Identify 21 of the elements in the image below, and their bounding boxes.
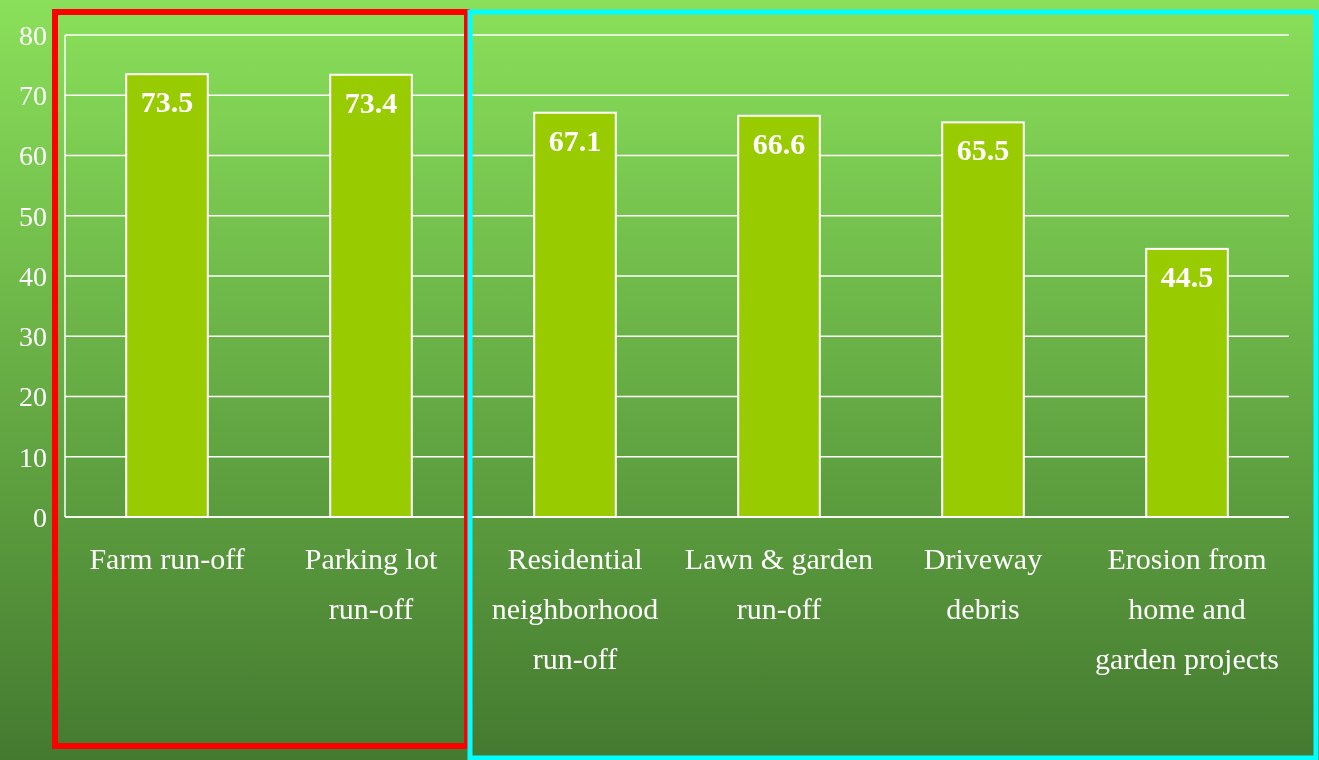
data-label: 73.4 (344, 85, 398, 119)
x-tick-label: Driveway debris (923, 542, 1043, 625)
y-tick-label: 60 (19, 140, 47, 172)
data-label: 67.1 (548, 123, 602, 157)
x-tick-label: Parking lot run-off (304, 542, 438, 625)
y-tick-label: 20 (19, 381, 47, 413)
data-label: 66.6 (752, 126, 806, 160)
y-tick-label: 80 (19, 19, 47, 51)
x-tick-label: Lawn & garden run-off (684, 542, 874, 625)
data-label: 44.5 (1160, 259, 1214, 293)
y-tick-label: 40 (19, 260, 47, 292)
x-tick-label: Farm run-off (89, 542, 245, 575)
y-tick-label: 50 (19, 200, 47, 232)
y-tick-label: 30 (19, 321, 47, 353)
y-tick-label: 0 (33, 501, 47, 533)
x-tick-label: Erosion from home and garden projects (1094, 542, 1280, 675)
y-tick-label: 10 (19, 441, 47, 473)
data-label: 73.5 (140, 85, 194, 119)
x-tick-label: Residential neighborhood run-off (491, 542, 659, 675)
y-tick-label: 70 (19, 80, 47, 112)
data-label: 65.5 (956, 133, 1010, 167)
